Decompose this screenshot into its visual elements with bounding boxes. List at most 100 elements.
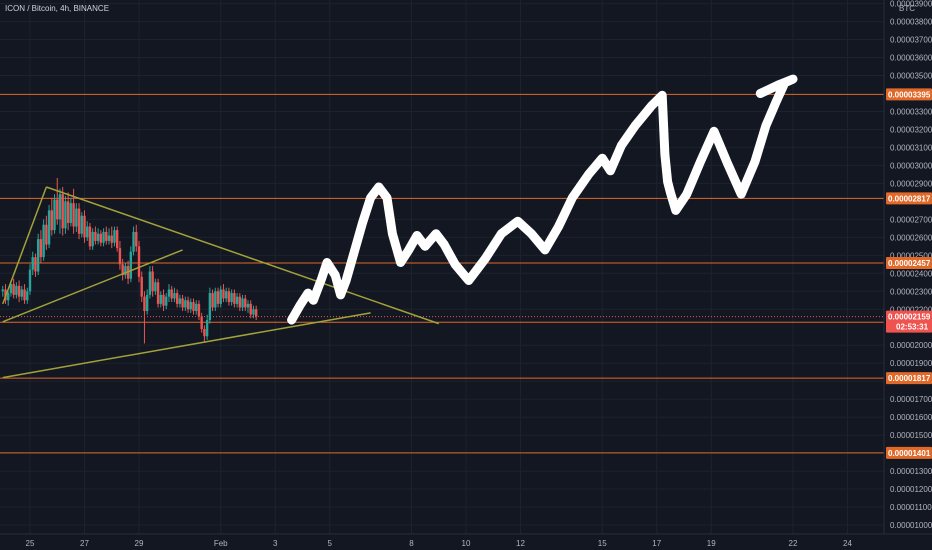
price-tick-label: 0.00001100 bbox=[890, 503, 932, 512]
price-tick-label: 0.00003500 bbox=[890, 72, 932, 81]
time-axis-labels[interactable]: 25 27 29 Feb 3 5 8 10 12 15 17 19 22 24 bbox=[26, 539, 853, 548]
level-tag-label: 0.00003395 bbox=[888, 90, 931, 99]
trendline bbox=[46, 186, 439, 325]
candle-body bbox=[235, 296, 239, 304]
price-tick-label: 0.00002300 bbox=[890, 287, 932, 296]
time-tick-label: 15 bbox=[598, 539, 607, 548]
level-tag-label: 0.00002817 bbox=[888, 194, 931, 203]
time-tick-label: 19 bbox=[707, 539, 716, 548]
last-price-label: 0.00002159 bbox=[888, 313, 931, 322]
candle-body bbox=[159, 294, 162, 304]
candle-body bbox=[203, 329, 206, 337]
candle-body bbox=[86, 226, 89, 238]
candle-body bbox=[34, 257, 37, 272]
price-tick-label: 0.00003600 bbox=[890, 54, 932, 63]
level-tag bbox=[886, 88, 932, 101]
price-tick-label: 0.00001200 bbox=[890, 485, 932, 494]
candle-body bbox=[151, 271, 154, 292]
candle-body bbox=[249, 303, 252, 315]
level-tag bbox=[886, 446, 932, 459]
candle-body bbox=[137, 246, 141, 277]
candle-body bbox=[45, 224, 48, 245]
candle-body bbox=[140, 276, 143, 297]
level-tag bbox=[886, 257, 932, 270]
candle-body bbox=[61, 194, 64, 229]
candle-body bbox=[227, 291, 231, 303]
price-tick-label: 0.00002400 bbox=[890, 269, 932, 278]
candle-body bbox=[208, 293, 212, 321]
candle-body bbox=[181, 298, 184, 308]
candle-body bbox=[244, 298, 247, 308]
candle-body bbox=[222, 289, 225, 299]
candles bbox=[1, 178, 258, 344]
symbol-title: ICON / Bitcoin, 4h, BINANCE bbox=[5, 4, 109, 13]
time-tick-label: 22 bbox=[789, 539, 798, 548]
candle-body bbox=[148, 271, 152, 295]
candle-body bbox=[156, 282, 160, 304]
price-tick-label: 0.00002900 bbox=[890, 179, 932, 188]
candle-body bbox=[238, 296, 242, 308]
price-tick-label: 0.00003800 bbox=[890, 18, 932, 27]
price-tick-label: 0.00002000 bbox=[890, 341, 932, 350]
price-tick-label: 0.00002200 bbox=[890, 305, 932, 314]
candle-body bbox=[225, 291, 228, 299]
candle-body bbox=[23, 289, 26, 301]
candle-body bbox=[211, 293, 214, 308]
candle-body bbox=[75, 208, 78, 227]
candle-body bbox=[94, 231, 97, 241]
candle-body bbox=[96, 233, 100, 241]
candle-body bbox=[83, 215, 86, 238]
trendlines bbox=[2, 186, 439, 379]
candle-body bbox=[175, 293, 179, 304]
price-tick-label: 0.00001000 bbox=[890, 521, 932, 530]
time-tick-label: 29 bbox=[135, 539, 144, 548]
candle-body bbox=[167, 289, 171, 297]
price-tick-label: 0.00001900 bbox=[890, 359, 932, 368]
time-tick-label: 17 bbox=[652, 539, 661, 548]
candle-body bbox=[77, 208, 81, 234]
candle-body bbox=[12, 284, 15, 295]
candle-body bbox=[53, 199, 56, 231]
candle-body bbox=[50, 210, 53, 231]
candle-body bbox=[252, 309, 255, 315]
last-price-tag bbox=[886, 310, 932, 333]
candle-body bbox=[20, 289, 24, 297]
candle-body bbox=[197, 303, 201, 317]
candle-body bbox=[58, 194, 62, 220]
candle-body bbox=[116, 230, 119, 249]
candle-body bbox=[7, 293, 10, 301]
price-tick-label: 0.00003100 bbox=[890, 143, 932, 152]
candle-body bbox=[184, 300, 187, 308]
candle-body bbox=[178, 298, 182, 304]
level-tag bbox=[886, 372, 932, 385]
price-tick-label: 0.00001700 bbox=[890, 395, 932, 404]
candle-body bbox=[205, 320, 209, 337]
time-tick-label: Feb bbox=[214, 539, 228, 548]
price-tick-label: 0.00003000 bbox=[890, 161, 932, 170]
level-tag-label: 0.00002457 bbox=[888, 259, 931, 268]
candle-body bbox=[31, 257, 34, 270]
candle-body bbox=[17, 285, 21, 297]
candle-body bbox=[9, 284, 13, 294]
candle-body bbox=[42, 224, 45, 258]
candle-body bbox=[1, 289, 4, 292]
candle-body bbox=[145, 294, 149, 312]
candle-body bbox=[165, 296, 168, 306]
candle-body bbox=[15, 285, 18, 295]
candle-body bbox=[102, 231, 105, 243]
candle-body bbox=[105, 231, 108, 241]
candle-body bbox=[121, 264, 124, 276]
candle-body bbox=[113, 230, 116, 243]
candle-body bbox=[173, 293, 176, 299]
level-tag-label: 0.00001401 bbox=[888, 449, 931, 458]
freehand-arrow bbox=[287, 74, 798, 325]
candle-body bbox=[72, 203, 75, 227]
candle-body bbox=[246, 303, 250, 308]
candle-body bbox=[99, 233, 103, 243]
candle-body bbox=[64, 201, 67, 229]
candle-body bbox=[189, 302, 192, 310]
candle-body bbox=[254, 309, 258, 317]
candle-body bbox=[124, 266, 127, 276]
